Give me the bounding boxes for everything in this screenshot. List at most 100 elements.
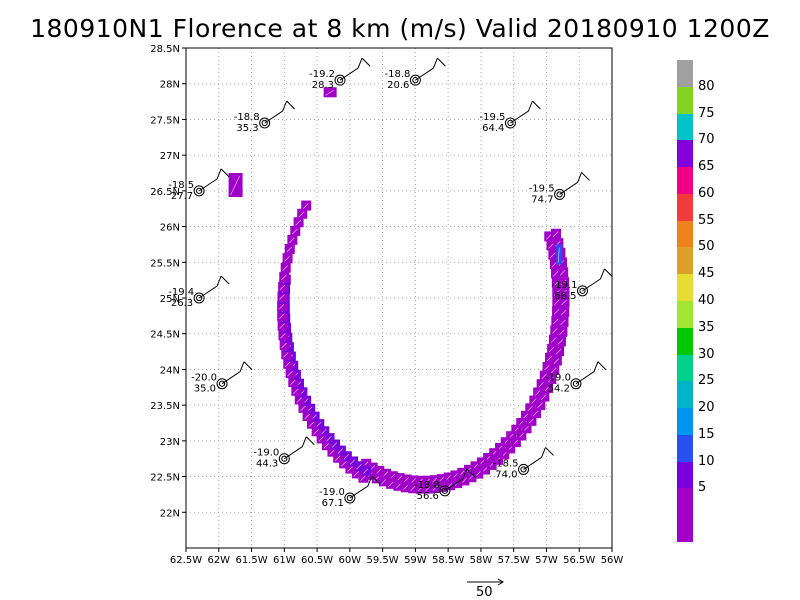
y-tick-label: 24.5N bbox=[150, 330, 180, 341]
wind-vector bbox=[347, 466, 353, 472]
wind-vector bbox=[279, 294, 285, 300]
x-tick-label: 58W bbox=[470, 555, 493, 566]
axis-tick-labels: 62.5W 62W 61.5W 61W 60.5W 60W 59.5W 59W 58.5W 58W… bbox=[150, 44, 623, 566]
wind-vector bbox=[553, 318, 559, 325]
wind-vector bbox=[280, 274, 287, 281]
y-tick-label: 22.5N bbox=[150, 473, 180, 484]
colorbar-segment bbox=[677, 301, 693, 329]
wind-vector bbox=[561, 289, 567, 296]
dropsonde-wind: 54.2 bbox=[548, 384, 570, 395]
wind-vector bbox=[532, 410, 539, 417]
dropsonde-ring-inner bbox=[507, 119, 514, 127]
dropsonde-ring-inner bbox=[441, 487, 448, 494]
wind-barb bbox=[198, 168, 222, 192]
dropsonde-ring-inner bbox=[572, 380, 580, 387]
wind-vector bbox=[402, 485, 409, 491]
dropsonde: -19.054.2 bbox=[545, 361, 607, 395]
x-tick-label: 58.5W bbox=[432, 555, 464, 566]
wind-vector bbox=[280, 333, 286, 339]
wind-barb-flag bbox=[581, 172, 590, 181]
dropsonde: -20.035.0 bbox=[191, 361, 253, 395]
wind-barb-flag bbox=[220, 275, 230, 285]
wind-vector bbox=[552, 231, 559, 237]
wind-vector bbox=[561, 299, 567, 306]
colorbar-label: 45 bbox=[698, 266, 715, 282]
colorbar-segment bbox=[677, 327, 693, 356]
wind-vector bbox=[554, 290, 560, 296]
x-tick-label: 60.5W bbox=[301, 555, 333, 566]
dropsonde-ring-outer bbox=[278, 453, 290, 465]
wind-vector bbox=[541, 394, 547, 400]
colorbar-label: 15 bbox=[698, 426, 715, 442]
wind-vector bbox=[531, 398, 537, 404]
dropsonde-ring-outer bbox=[570, 378, 582, 390]
wind-vector bbox=[380, 479, 387, 485]
colorbar-segment bbox=[677, 113, 693, 141]
wind-vector bbox=[334, 455, 341, 461]
colorbar-label: 80 bbox=[698, 78, 715, 94]
wind-vector bbox=[395, 483, 401, 490]
dropsonde-wind: 27.7 bbox=[171, 191, 193, 202]
wind-vector bbox=[296, 397, 303, 403]
x-tick-label: 57W bbox=[535, 555, 558, 566]
dropsonde-ring-inner bbox=[281, 455, 288, 462]
dropsonde-wind: 64.4 bbox=[482, 123, 504, 134]
dropsonde: -19.426.3 bbox=[168, 275, 230, 309]
wind-barb bbox=[339, 57, 363, 81]
colorbar-label: 55 bbox=[698, 212, 715, 228]
wind-barb-flag bbox=[437, 57, 446, 67]
wind-vector bbox=[559, 270, 566, 276]
colorbar-segment bbox=[677, 193, 693, 222]
wind-barb-flag bbox=[220, 168, 230, 178]
dropsonde-temp: -19.1 bbox=[552, 280, 578, 291]
wind-barb bbox=[510, 100, 533, 124]
x-tick-label: 57.5W bbox=[498, 555, 530, 566]
wind-vector bbox=[286, 246, 293, 253]
wind-vector bbox=[382, 471, 389, 478]
colorbar-label: 70 bbox=[698, 132, 715, 148]
dropsonde-temp: -19.0 bbox=[545, 373, 571, 384]
wind-vector bbox=[293, 388, 299, 395]
wind-barb bbox=[415, 57, 438, 81]
dropsonde: -18.835.3 bbox=[234, 100, 295, 134]
wind-vector bbox=[541, 373, 548, 379]
y-tick-label: 23.5N bbox=[150, 401, 180, 412]
x-tick-label: 62.5W bbox=[170, 555, 202, 566]
dropsonde-temp: -18.5 bbox=[168, 180, 194, 191]
dropsonde-ring-outer bbox=[193, 292, 205, 304]
wind-vector bbox=[304, 413, 310, 420]
x-tick-label: 56W bbox=[601, 555, 624, 566]
wind-vector bbox=[551, 261, 558, 268]
reference-vector bbox=[467, 578, 504, 586]
colorbar-label: 60 bbox=[698, 185, 715, 201]
dropsonde-wind: 66.5 bbox=[554, 291, 576, 302]
dropsonde-temp: -19.5 bbox=[529, 183, 555, 194]
wind-vector bbox=[230, 175, 240, 196]
wind-vector bbox=[387, 481, 394, 488]
colorbar-label: 5 bbox=[698, 480, 707, 496]
dropsonde-ring-inner bbox=[218, 380, 226, 387]
dropsonde: -19.228.3 bbox=[309, 57, 371, 91]
wind-vector bbox=[298, 211, 305, 218]
wind-vector bbox=[281, 342, 287, 349]
dropsonde-ring-outer bbox=[193, 185, 205, 197]
wind-vector bbox=[560, 279, 567, 286]
wind-barb bbox=[582, 268, 605, 292]
dropsonde: -18.527.7 bbox=[168, 168, 230, 202]
colorbar-segment bbox=[677, 434, 693, 463]
wind-vector bbox=[278, 313, 285, 320]
x-tick-label: 59.5W bbox=[367, 555, 399, 566]
dropsonde-wind: 35.0 bbox=[194, 384, 216, 395]
colorbar-segment bbox=[677, 247, 693, 275]
wind-vector bbox=[534, 390, 541, 396]
dropsonde: -18.856.6 bbox=[414, 468, 476, 502]
colorbar-segment bbox=[677, 381, 693, 409]
x-tick-label: 60W bbox=[339, 555, 362, 566]
wind-vector bbox=[560, 309, 567, 316]
dropsonde-wind: 67.1 bbox=[322, 498, 344, 509]
dropsonde-ring-inner bbox=[579, 287, 586, 294]
colorbar-segment bbox=[677, 140, 693, 168]
dropsonde-ring-outer bbox=[259, 117, 271, 129]
colorbar-label: 20 bbox=[698, 400, 715, 416]
colorbar-label: 35 bbox=[698, 319, 715, 335]
